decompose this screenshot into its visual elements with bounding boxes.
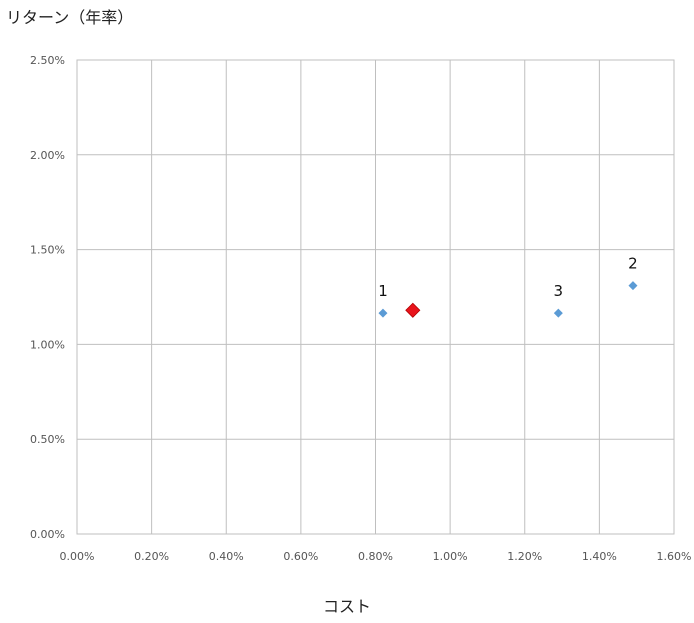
y-axis-title: リターン（年率）: [6, 8, 134, 27]
x-tick-label: 0.40%: [209, 550, 244, 563]
data-point: [378, 308, 388, 318]
x-axis-title: コスト: [322, 597, 371, 616]
y-tick-label: 1.50%: [30, 244, 65, 257]
x-tick-label: 0.60%: [283, 550, 318, 563]
x-tick-label: 1.40%: [582, 550, 617, 563]
x-tick-label: 1.60%: [657, 550, 692, 563]
y-tick-label: 1.00%: [30, 338, 65, 351]
data-point: [405, 302, 421, 318]
x-tick-label: 1.00%: [433, 550, 468, 563]
x-tick-label: 1.20%: [507, 550, 542, 563]
data-label: 2: [628, 255, 638, 273]
x-tick-label: 0.20%: [134, 550, 169, 563]
data-label: 3: [554, 282, 564, 300]
y-tick-label: 2.50%: [30, 54, 65, 67]
y-tick-label: 0.50%: [30, 433, 65, 446]
x-tick-label: 0.80%: [358, 550, 393, 563]
x-tick-label: 0.00%: [60, 550, 95, 563]
data-point: [553, 308, 563, 318]
y-tick-label: 2.00%: [30, 149, 65, 162]
data-point: [628, 281, 638, 291]
y-tick-label: 0.00%: [30, 528, 65, 541]
data-label: 1: [378, 282, 388, 300]
